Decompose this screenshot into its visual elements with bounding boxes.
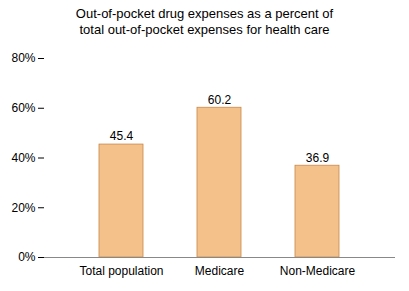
svg-text:Non-Medicare: Non-Medicare — [280, 264, 356, 278]
svg-text:Medicare: Medicare — [195, 264, 245, 278]
svg-text:40%: 40% — [11, 151, 35, 165]
svg-text:60%: 60% — [11, 101, 35, 115]
svg-text:45.4: 45.4 — [110, 129, 134, 143]
svg-text:0%: 0% — [18, 250, 36, 264]
svg-text:Total population: Total population — [79, 264, 163, 278]
svg-text:36.9: 36.9 — [306, 151, 330, 165]
svg-text:80%: 80% — [11, 51, 35, 65]
svg-text:60.2: 60.2 — [208, 93, 232, 107]
html-text:Out-of-pocket drug expenses as: Out-of-pocket drug expenses as a percent… — [75, 6, 334, 37]
svg-text:20%: 20% — [11, 201, 35, 215]
